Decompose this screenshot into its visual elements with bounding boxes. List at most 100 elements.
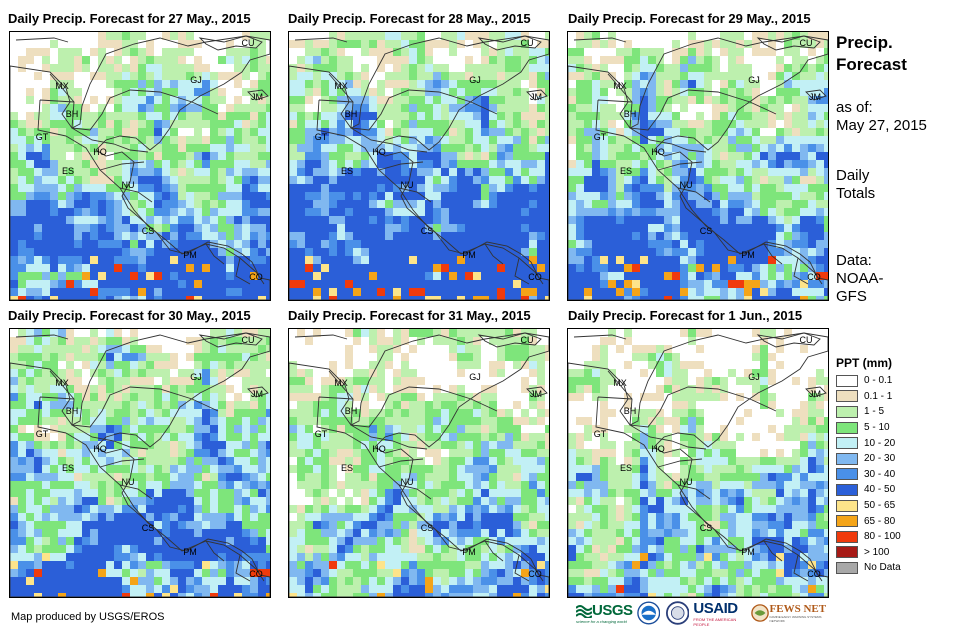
country-label-ho: HO <box>651 444 665 454</box>
legend-swatch <box>836 515 858 528</box>
legend-item: 50 - 65 <box>836 498 966 514</box>
country-label-nu: NU <box>122 180 135 190</box>
island-outline <box>805 89 827 101</box>
precip-map-5: MX BH GT HO ES NU CS PM CU GJ JM CO <box>288 328 550 598</box>
precip-map-4: MX BH GT HO ES NU CS PM CU GJ JM CO <box>9 328 271 598</box>
coastline <box>568 332 828 597</box>
legend-swatch <box>836 437 858 450</box>
data-line1: Data: <box>836 252 872 269</box>
country-label-gt: GT <box>315 429 328 439</box>
legend-swatch <box>836 483 858 496</box>
country-label-cu: CU <box>521 38 534 48</box>
legend-item: 0.1 - 1 <box>836 389 966 405</box>
daily-line1: Daily <box>836 167 870 184</box>
precip-map-2: MX BH GT HO ES NU CS PM CU GJ JM CO <box>288 31 550 301</box>
coastline <box>10 35 270 300</box>
country-label-bh: BH <box>66 406 79 416</box>
country-label-pm: PM <box>183 250 197 260</box>
country-borders <box>573 334 823 582</box>
country-label-mx: MX <box>613 81 627 91</box>
legend-swatch <box>836 452 858 465</box>
country-label-gj: GJ <box>748 75 760 85</box>
panel-title-6: Daily Precip. Forecast for 1 Jun., 2015 <box>568 308 803 323</box>
country-label-ho: HO <box>93 444 107 454</box>
precip-cells <box>568 329 828 597</box>
legend-item: 0 - 0.1 <box>836 373 966 389</box>
coastline <box>289 35 549 300</box>
country-label-gj: GJ <box>190 75 202 85</box>
legend-item: 30 - 40 <box>836 467 966 483</box>
island-outline <box>477 35 542 51</box>
country-label-jm: JM <box>251 92 263 102</box>
panel-title-3: Daily Precip. Forecast for 29 May., 2015 <box>568 11 811 26</box>
country-label-cu: CU <box>800 38 813 48</box>
legend-label: 10 - 20 <box>864 437 896 449</box>
legend-swatch <box>836 374 858 387</box>
legend-label: 40 - 50 <box>864 484 896 496</box>
legend-label: 20 - 30 <box>864 453 896 465</box>
country-label-gt: GT <box>36 132 49 142</box>
legend-label: 80 - 100 <box>864 531 901 543</box>
country-label-nu: NU <box>680 180 693 190</box>
island-outline <box>198 35 263 51</box>
precip-cells <box>289 32 549 300</box>
precip-cells <box>10 329 270 597</box>
country-label-pm: PM <box>741 547 755 557</box>
daily-block: Daily Totals <box>836 167 875 203</box>
country-label-co: CO <box>249 569 263 579</box>
island-outline <box>247 386 269 398</box>
country-label-cs: CS <box>700 226 713 236</box>
legend-item: 10 - 20 <box>836 435 966 451</box>
precip-cells <box>10 32 270 300</box>
legend-swatch <box>836 468 858 481</box>
country-label-nu: NU <box>680 477 693 487</box>
coastline <box>568 35 828 300</box>
logo-strip: USGS science for a changing world USAID … <box>576 598 831 628</box>
country-label-es: ES <box>341 463 353 473</box>
country-label-pm: PM <box>183 547 197 557</box>
country-label-gt: GT <box>36 429 49 439</box>
legend-rows: 0 - 0.1 0.1 - 1 1 - 5 5 - 10 10 - 20 20 - 30 3… <box>836 373 966 576</box>
country-label-es: ES <box>62 166 74 176</box>
asof-date: May 27, 2015 <box>836 117 927 134</box>
legend-item: 65 - 80 <box>836 513 966 529</box>
country-label-gj: GJ <box>469 75 481 85</box>
fews-tagline: FAMINE EARLY WARNING SYSTEMS NETWORK <box>769 615 822 623</box>
country-borders <box>294 334 544 582</box>
legend-label: 50 - 65 <box>864 500 896 512</box>
country-borders <box>294 37 544 285</box>
country-label-cu: CU <box>242 335 255 345</box>
fews-globe-icon <box>750 604 769 622</box>
country-label-nu: NU <box>122 477 135 487</box>
side-title-line2: Forecast <box>836 55 907 74</box>
country-label-ho: HO <box>372 147 386 157</box>
legend-label: 5 - 10 <box>864 422 890 434</box>
legend-item: > 100 <box>836 545 966 561</box>
usaid-wordmark: USAID <box>693 599 738 617</box>
country-label-pm: PM <box>462 250 476 260</box>
legend-item: 40 - 50 <box>836 482 966 498</box>
usaid-tagline: FROM THE AMERICAN PEOPLE <box>693 616 737 627</box>
legend-label: 0 - 0.1 <box>864 375 893 387</box>
country-label-jm: JM <box>530 389 542 399</box>
legend: PPT (mm) 0 - 0.1 0.1 - 1 1 - 5 5 - 10 10 - 2… <box>836 356 966 576</box>
legend-swatch <box>836 546 858 559</box>
country-label-gt: GT <box>594 132 607 142</box>
country-borders <box>15 334 265 582</box>
usgs-wave-icon <box>576 604 592 618</box>
usgs-logo: USGS science for a changing world <box>576 602 633 624</box>
legend-swatch <box>836 390 858 403</box>
country-label-ho: HO <box>372 444 386 454</box>
dos-seal-icon <box>665 601 690 625</box>
country-label-bh: BH <box>624 406 637 416</box>
country-label-mx: MX <box>613 378 627 388</box>
legend-label: > 100 <box>864 546 890 558</box>
country-label-co: CO <box>249 272 263 282</box>
asof-block: as of: May 27, 2015 <box>836 99 927 135</box>
country-label-es: ES <box>620 166 632 176</box>
country-label-cu: CU <box>521 335 534 345</box>
panel-title-2: Daily Precip. Forecast for 28 May., 2015 <box>288 11 531 26</box>
panel-title-1: Daily Precip. Forecast for 27 May., 2015 <box>8 11 251 26</box>
country-label-cs: CS <box>421 523 434 533</box>
side-title-line1: Precip. <box>836 33 893 52</box>
